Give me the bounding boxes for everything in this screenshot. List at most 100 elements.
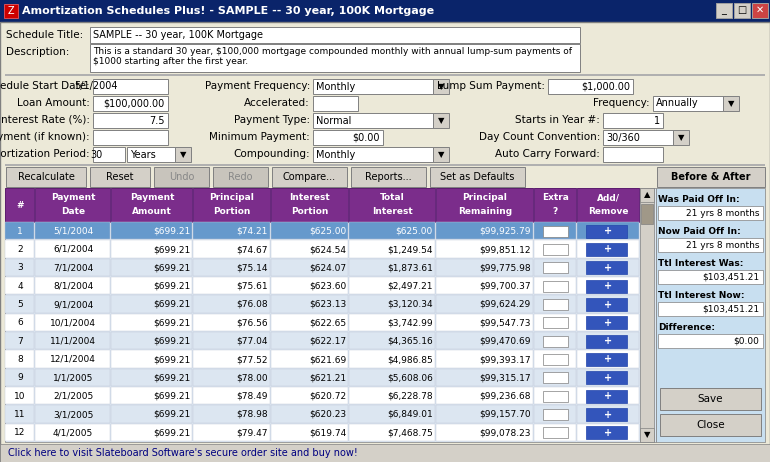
Bar xyxy=(193,295,270,313)
Bar xyxy=(111,405,192,423)
Bar xyxy=(587,390,628,402)
Bar xyxy=(349,314,435,331)
Text: +: + xyxy=(604,244,613,255)
Text: $620.72: $620.72 xyxy=(309,392,346,401)
Bar xyxy=(660,414,761,436)
Bar xyxy=(349,424,435,441)
Bar xyxy=(193,314,270,331)
Text: Click here to visit Slateboard Software's secure order site and buy now!: Click here to visit Slateboard Software'… xyxy=(8,448,358,458)
Bar xyxy=(577,259,639,276)
Bar xyxy=(640,188,654,442)
Bar xyxy=(111,222,192,239)
Text: 12: 12 xyxy=(15,428,25,438)
Text: ▼: ▼ xyxy=(179,150,186,159)
Text: 6: 6 xyxy=(17,318,23,328)
Bar xyxy=(35,332,110,349)
Bar xyxy=(436,314,533,331)
Text: +: + xyxy=(604,281,613,291)
Text: $77.52: $77.52 xyxy=(236,355,268,364)
Text: $99,547.73: $99,547.73 xyxy=(480,318,531,328)
Text: Add/: Add/ xyxy=(597,194,620,202)
Bar xyxy=(534,405,576,423)
Bar xyxy=(534,424,576,441)
Bar xyxy=(587,316,628,329)
Text: 21 yrs 8 months: 21 yrs 8 months xyxy=(685,241,759,249)
Bar xyxy=(313,113,433,128)
Text: 30/360: 30/360 xyxy=(606,133,640,142)
Bar xyxy=(4,4,18,18)
Bar xyxy=(543,336,568,346)
Text: 5/1/2004: 5/1/2004 xyxy=(74,81,118,91)
Bar xyxy=(349,240,435,258)
Bar xyxy=(577,424,639,441)
Bar xyxy=(5,387,34,404)
Bar xyxy=(111,332,192,349)
Text: Monthly: Monthly xyxy=(316,150,355,159)
Text: Compounding:: Compounding: xyxy=(233,149,310,159)
Bar xyxy=(543,427,568,438)
Text: $3,742.99: $3,742.99 xyxy=(387,318,433,328)
Text: $99,700.37: $99,700.37 xyxy=(480,282,531,291)
Bar xyxy=(587,408,628,421)
Text: $0.00: $0.00 xyxy=(353,133,380,142)
Bar xyxy=(436,350,533,368)
Bar xyxy=(534,240,576,258)
Bar xyxy=(111,369,192,386)
Bar xyxy=(5,332,34,349)
Bar xyxy=(657,167,765,187)
Text: Principal: Principal xyxy=(463,194,507,202)
Bar xyxy=(603,113,663,128)
Text: $622.17: $622.17 xyxy=(309,337,346,346)
Text: $99,157.70: $99,157.70 xyxy=(480,410,531,419)
Text: Compare...: Compare... xyxy=(283,172,336,182)
Text: ▼: ▼ xyxy=(728,99,735,108)
Bar xyxy=(543,244,568,255)
Text: Set as Defaults: Set as Defaults xyxy=(440,172,514,182)
Bar xyxy=(313,96,358,111)
Bar xyxy=(548,79,633,94)
Bar xyxy=(436,387,533,404)
Bar xyxy=(271,240,348,258)
Text: $622.65: $622.65 xyxy=(309,318,346,328)
Text: ▼: ▼ xyxy=(438,116,444,125)
Bar xyxy=(436,277,533,294)
Text: ▲: ▲ xyxy=(644,190,650,200)
Text: Interest Rate (%):: Interest Rate (%): xyxy=(0,115,90,125)
Bar xyxy=(587,353,628,366)
Text: Payment Frequency:: Payment Frequency: xyxy=(205,81,310,91)
Text: 8: 8 xyxy=(17,355,23,364)
Text: $699.21: $699.21 xyxy=(152,318,190,328)
Bar xyxy=(35,295,110,313)
Bar xyxy=(0,0,770,22)
Text: 3: 3 xyxy=(17,263,23,272)
Text: Minimum Payment:: Minimum Payment: xyxy=(209,132,310,142)
Text: $2,497.21: $2,497.21 xyxy=(387,282,433,291)
Bar xyxy=(673,130,689,145)
Bar xyxy=(716,3,732,18)
Text: 5: 5 xyxy=(17,300,23,309)
Bar xyxy=(5,424,34,441)
Text: Day Count Convention:: Day Count Convention: xyxy=(479,132,600,142)
Text: $1,249.54: $1,249.54 xyxy=(387,245,433,254)
Text: $74.67: $74.67 xyxy=(236,245,268,254)
Text: Payment Type:: Payment Type: xyxy=(234,115,310,125)
Bar xyxy=(436,424,533,441)
Text: Normal: Normal xyxy=(316,116,351,126)
Bar xyxy=(656,188,765,442)
Text: Ttl Interest Was:: Ttl Interest Was: xyxy=(658,259,743,267)
Bar xyxy=(193,424,270,441)
Text: $699.21: $699.21 xyxy=(152,373,190,383)
Text: Description:: Description: xyxy=(6,47,69,57)
Text: Portion: Portion xyxy=(291,207,329,215)
Bar xyxy=(127,147,175,162)
Bar xyxy=(5,164,765,166)
Text: 1: 1 xyxy=(17,227,23,236)
Text: $699.21: $699.21 xyxy=(152,392,190,401)
Text: $75.61: $75.61 xyxy=(236,282,268,291)
Bar xyxy=(653,96,723,111)
Text: Amount: Amount xyxy=(132,207,172,215)
Bar xyxy=(271,350,348,368)
Bar xyxy=(5,277,34,294)
Text: 5/1/2004: 5/1/2004 xyxy=(53,227,93,236)
Text: $74.21: $74.21 xyxy=(236,227,268,236)
